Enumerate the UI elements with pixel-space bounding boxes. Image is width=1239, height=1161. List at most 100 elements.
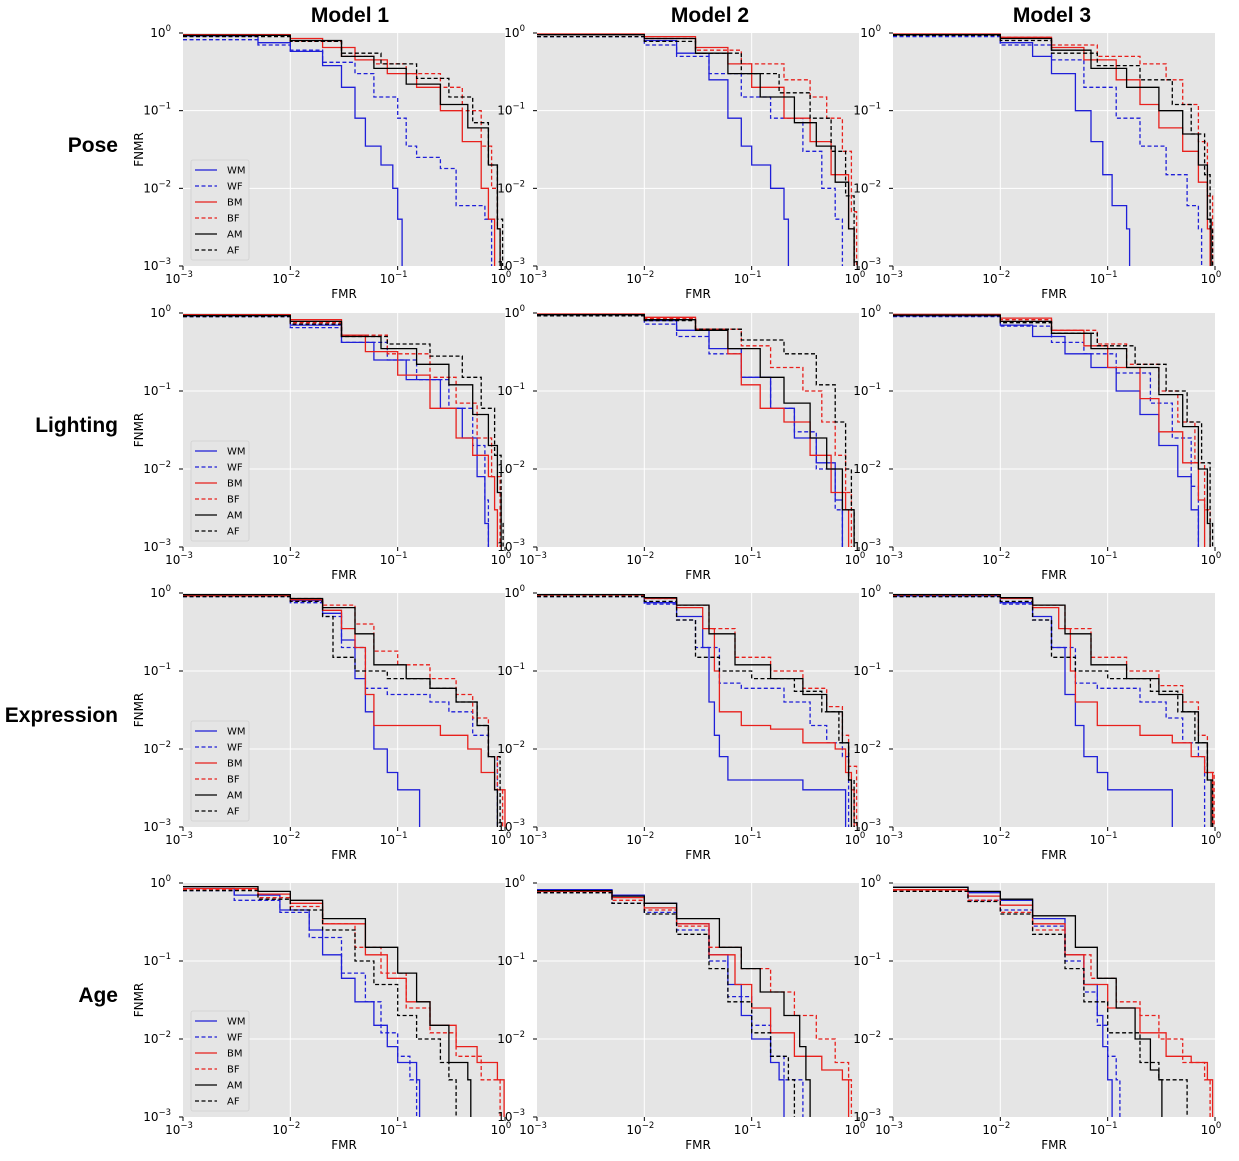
column-title-1: Model 1 [311,4,389,27]
y-tick-label: 10−1 [853,662,881,678]
x-tick-label: 10−2 [272,1121,300,1137]
x-axis-label: FMR [331,1138,357,1152]
legend-label-am: AM [227,511,242,522]
x-tick-label: 10−1 [380,831,408,847]
legend: WM WF BM BF AM AF [190,440,250,542]
x-tick-label: 10−2 [272,831,300,847]
y-tick-label: 100 [504,304,525,320]
y-tick-label: 10−2 [853,460,881,476]
y-tick-label: 10−3 [497,818,525,834]
x-axis-label: FMR [685,848,711,862]
x-tick-label: 10−2 [982,270,1010,286]
y-tick-label: 10−3 [143,257,171,273]
y-tick-label: 10−3 [497,257,525,273]
x-tick-label: 10−1 [1090,831,1118,847]
x-tick-label: 10−1 [1090,551,1118,567]
legend-frame [190,1010,250,1112]
column-title-3: Model 3 [1013,4,1091,27]
y-tick-label: 10−1 [497,102,525,118]
legend-label-bm: BM [227,198,243,209]
y-tick-label: 100 [150,24,171,40]
y-tick-label: 10−2 [853,179,881,195]
x-tick-label: 10−3 [875,270,903,286]
y-axis-label: FNMR [132,413,146,448]
panel-pose-model-3: 10−3 10−2 10−1 100 100 10−1 10−2 10−3 FMR [853,24,1221,301]
series-af [537,315,855,547]
x-tick-label: 10−1 [734,270,762,286]
x-tick-label: 10−3 [165,270,193,286]
row-title-pose: Pose [68,134,118,157]
y-tick-label: 10−2 [853,740,881,756]
series-wm [537,34,790,266]
plot-area [537,313,859,547]
y-tick-label: 10−3 [497,1108,525,1124]
y-tick-label: 10−1 [497,382,525,398]
row-title-age: Age [78,984,118,1007]
y-tick-label: 100 [860,584,881,600]
y-tick-label: 10−3 [853,538,881,554]
x-tick-label: 10−3 [519,1121,547,1137]
legend-label-bf: BF [227,1065,240,1076]
y-tick-label: 100 [860,24,881,40]
series-bf [893,33,1214,266]
legend-frame [190,440,250,542]
x-tick-label: 10−3 [519,270,547,286]
row-title-lighting: Lighting [35,414,118,437]
series-am [537,314,855,547]
legend-label-bm: BM [227,1049,243,1060]
x-tick-label: 10−2 [626,831,654,847]
x-tick-label: 10−2 [626,551,654,567]
series-bf [537,34,858,266]
y-tick-label: 10−2 [143,1030,171,1046]
legend-label-bm: BM [227,479,243,490]
x-axis-label: FMR [685,1138,711,1152]
x-tick-label: 10−2 [626,270,654,286]
y-tick-label: 10−3 [143,818,171,834]
series-bf [537,313,853,547]
y-tick-label: 10−1 [143,952,171,968]
x-tick-label: 10−2 [982,831,1010,847]
y-tick-label: 100 [860,304,881,320]
y-tick-label: 100 [150,874,171,890]
y-tick-label: 10−3 [853,257,881,273]
y-tick-label: 10−3 [497,538,525,554]
panels: 10−3 10−2 10−1 100 100 10−1 10−2 10−3 FMR FNMR WM W… [132,24,1221,1152]
plot-area [537,593,859,827]
legend-label-wm: WM [227,727,246,738]
x-tick-label: 10−2 [272,270,300,286]
plot-area [893,313,1215,547]
y-tick-label: 10−1 [853,382,881,398]
x-tick-label: 10−1 [734,831,762,847]
x-axis-label: FMR [1041,1138,1067,1152]
row-title-expression: Expression [5,704,118,727]
series-am [537,889,811,1117]
plot-area [537,33,859,266]
legend: WM WF BM BF AM AF [190,159,250,261]
x-tick-label: 10−1 [1090,270,1118,286]
y-tick-label: 10−3 [853,818,881,834]
x-tick-label: 100 [1201,270,1222,286]
legend-label-af: AF [227,527,240,538]
x-tick-label: 10−3 [165,1121,193,1137]
series-af [893,315,1214,547]
x-tick-label: 10−2 [626,1121,654,1137]
y-tick-label: 10−3 [143,1108,171,1124]
legend-label-am: AM [227,230,242,241]
series-wf [893,35,1203,266]
legend-label-am: AM [227,791,242,802]
legend-label-af: AF [227,1097,240,1108]
y-tick-label: 10−1 [853,952,881,968]
y-tick-label: 10−2 [497,740,525,756]
legend-label-wf: WF [227,182,243,193]
series-af [183,315,504,547]
series-af [183,35,504,266]
legend-label-af: AF [227,807,240,818]
y-axis-label: FNMR [132,693,146,728]
column-title-2: Model 2 [671,4,749,27]
x-tick-label: 10−1 [380,551,408,567]
x-tick-label: 10−3 [519,551,547,567]
y-tick-label: 10−3 [853,1108,881,1124]
y-tick-label: 10−1 [497,952,525,968]
